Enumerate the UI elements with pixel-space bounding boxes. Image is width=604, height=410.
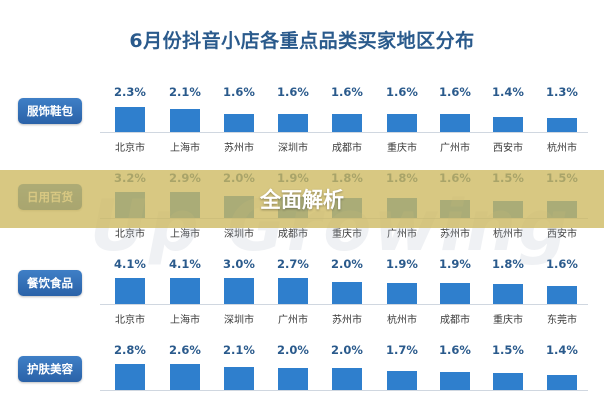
category-label: 重庆市 [493, 315, 523, 326]
bar [332, 114, 362, 132]
category-label: 上海市 [170, 143, 200, 154]
bar [115, 364, 145, 390]
data-label: 1.6% [331, 85, 363, 99]
bar [170, 278, 200, 304]
category-label: 重庆市 [387, 143, 417, 154]
data-label: 2.1% [223, 343, 255, 357]
data-label: 2.3% [114, 85, 146, 99]
bar [170, 109, 200, 132]
data-label: 2.6% [169, 343, 201, 357]
bar [278, 114, 308, 132]
category-badge: 餐饮食品 [18, 270, 82, 296]
bar [170, 364, 200, 390]
bar [547, 375, 577, 390]
data-label: 4.1% [114, 257, 146, 271]
data-label: 1.8% [492, 257, 524, 271]
category-label: 苏州市 [440, 229, 470, 240]
bar [224, 278, 254, 304]
bar [115, 107, 145, 132]
baseline [100, 390, 588, 391]
baseline [100, 304, 588, 305]
bar [387, 371, 417, 390]
chart-row: 服饰鞋包 2.3% 北京市 2.1% 上海市 1.6% 苏州市 1.6% 深圳市 1.6% 成都市 1… [0, 82, 604, 154]
category-label: 深圳市 [278, 143, 308, 154]
data-label: 1.6% [546, 257, 578, 271]
bar [547, 118, 577, 132]
category-label: 深圳市 [224, 229, 254, 240]
data-label: 4.1% [169, 257, 201, 271]
data-label: 2.8% [114, 343, 146, 357]
bar [493, 117, 523, 132]
category-label: 西安市 [547, 229, 577, 240]
category-label: 广州市 [387, 229, 417, 240]
data-label: 2.0% [277, 343, 309, 357]
category-label: 北京市 [115, 315, 145, 326]
category-label: 北京市 [115, 143, 145, 154]
bar [387, 283, 417, 304]
data-label: 1.9% [386, 257, 418, 271]
category-label: 广州市 [278, 315, 308, 326]
data-label: 1.7% [386, 343, 418, 357]
category-label: 杭州市 [547, 143, 577, 154]
category-label: 苏州市 [224, 143, 254, 154]
bar [224, 367, 254, 390]
data-label: 1.5% [492, 343, 524, 357]
category-label: 北京市 [115, 229, 145, 240]
bar [440, 114, 470, 132]
data-label: 3.0% [223, 257, 255, 271]
category-label: 杭州市 [493, 229, 523, 240]
chart-row: 餐饮食品 4.1% 北京市 4.1% 上海市 3.0% 深圳市 2.7% 广州市 2.0% 苏州市 1… [0, 254, 604, 326]
category-label: 成都市 [440, 315, 470, 326]
bar [224, 114, 254, 132]
data-label: 1.4% [492, 85, 524, 99]
overlay-text: 全面解析 [260, 188, 344, 212]
category-label: 重庆市 [332, 229, 362, 240]
bar [332, 282, 362, 304]
category-label: 上海市 [170, 229, 200, 240]
data-label: 1.6% [277, 85, 309, 99]
data-label: 1.9% [439, 257, 471, 271]
bar [387, 114, 417, 132]
bar [278, 278, 308, 304]
bar [547, 286, 577, 304]
category-label: 东莞市 [547, 315, 577, 326]
chart-row: 护肤美容 2.8% 2.6% 2.1% 2.0% 2.0% 1.7% 1.6% 1.5% 1.4% [0, 340, 604, 410]
category-badge: 护肤美容 [18, 356, 82, 382]
data-label: 1.3% [546, 85, 578, 99]
data-label: 1.6% [386, 85, 418, 99]
category-label: 西安市 [493, 143, 523, 154]
category-badge: 服饰鞋包 [18, 98, 82, 124]
page-title: 6月份抖音小店各重点品类买家地区分布 [129, 30, 475, 52]
data-label: 2.1% [169, 85, 201, 99]
bar [332, 368, 362, 390]
category-label: 广州市 [440, 143, 470, 154]
category-label: 深圳市 [224, 315, 254, 326]
baseline [100, 132, 588, 133]
bar [493, 373, 523, 390]
category-label: 上海市 [170, 315, 200, 326]
category-label: 苏州市 [332, 315, 362, 326]
data-label: 2.0% [331, 343, 363, 357]
category-label: 成都市 [332, 143, 362, 154]
data-label: 2.7% [277, 257, 309, 271]
data-label: 1.6% [223, 85, 255, 99]
category-label: 成都市 [278, 229, 308, 240]
bar [440, 283, 470, 304]
data-label: 2.0% [331, 257, 363, 271]
overlay-band [0, 170, 604, 228]
data-label: 1.6% [439, 343, 471, 357]
data-label: 1.6% [439, 85, 471, 99]
category-label: 杭州市 [387, 315, 417, 326]
bar [278, 368, 308, 390]
bar [440, 372, 470, 390]
bar [493, 284, 523, 304]
bar [115, 278, 145, 304]
data-label: 1.4% [546, 343, 578, 357]
